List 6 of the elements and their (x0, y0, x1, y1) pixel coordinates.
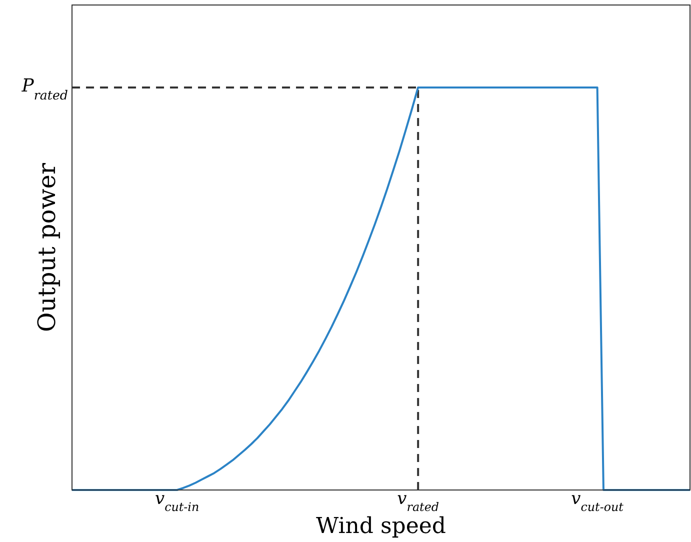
text: P$_{rated}$ (20, 75, 68, 102)
x-tick-label: v$_{rated}$ (397, 489, 440, 514)
x-axis-title: Wind speed (316, 514, 446, 539)
x-tick-label: v$_{cut-out}$ (571, 489, 624, 514)
y-axis-title: Output power (33, 162, 61, 332)
x-tick-label: v$_{cut-in}$ (154, 489, 200, 514)
